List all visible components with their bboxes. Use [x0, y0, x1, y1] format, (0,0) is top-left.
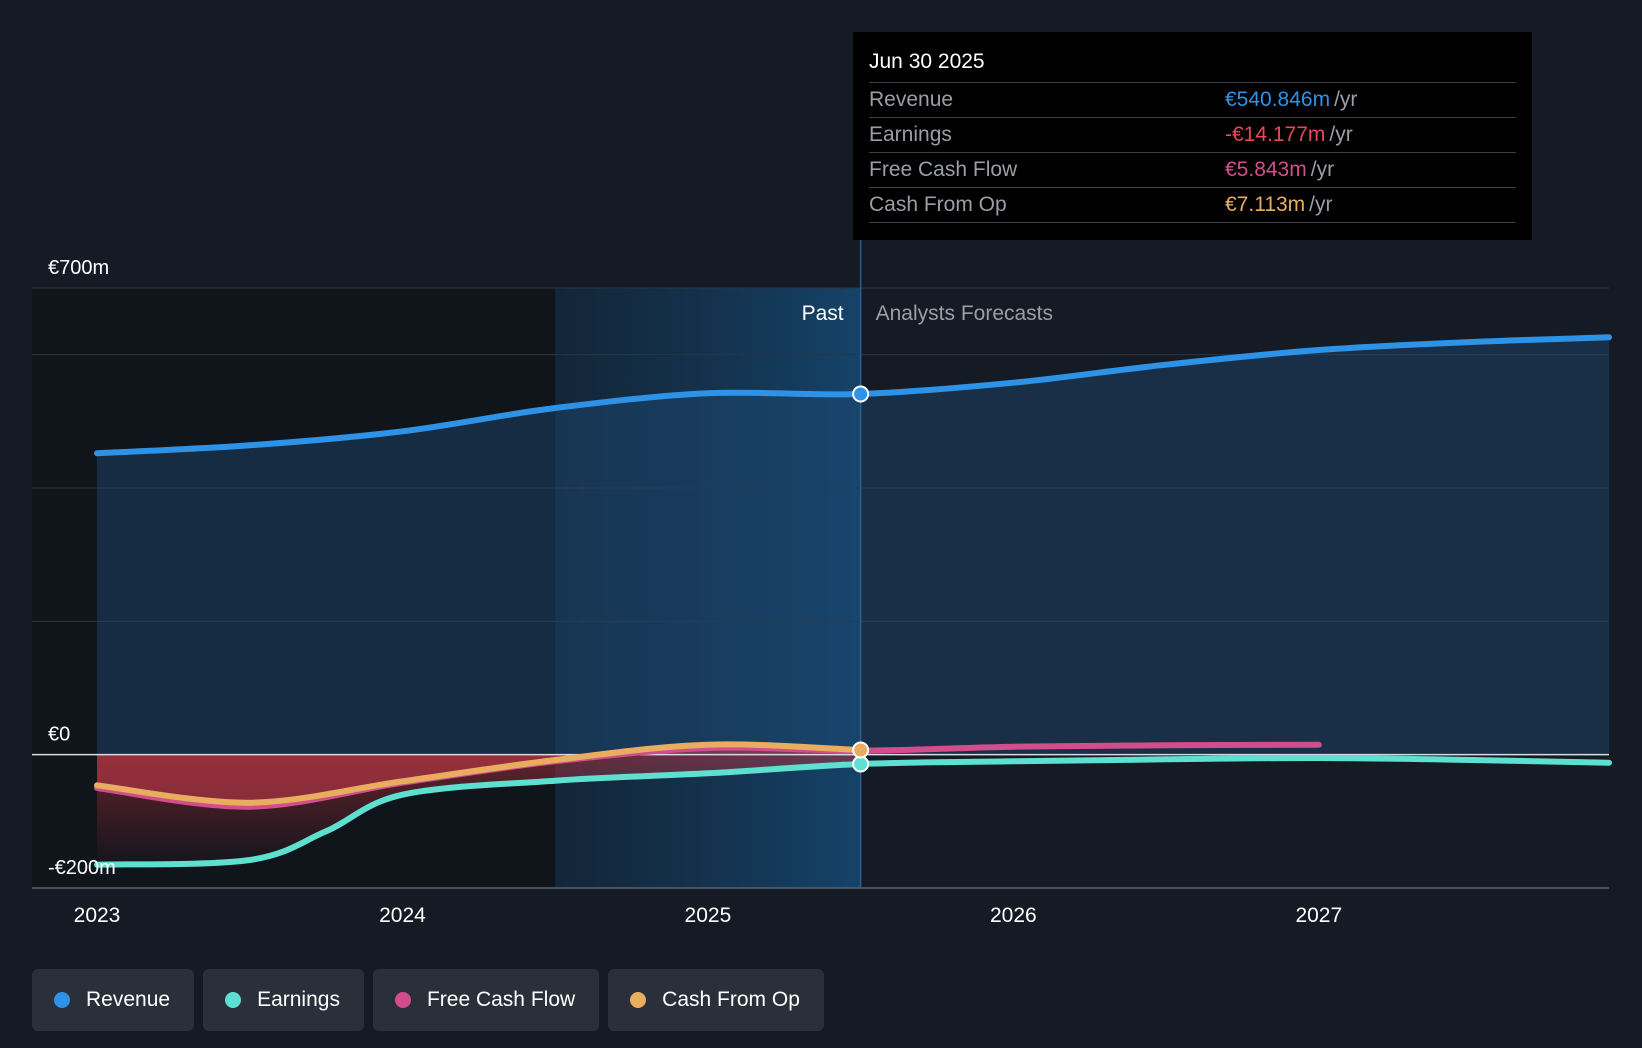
legend-item-free-cash-flow[interactable]: Free Cash Flow — [372, 969, 600, 1031]
forecast-label: Analysts Forecasts — [876, 302, 1053, 325]
series-line-cfo — [94, 741, 864, 806]
tooltip-value: €540.846m — [1225, 88, 1331, 111]
x-tick-label: 2026 — [990, 904, 1037, 927]
series-line-fcf — [94, 741, 1322, 810]
circle-dot-icon — [225, 992, 242, 1008]
x-tick-label: 2025 — [685, 904, 732, 927]
x-tick-label: 2023 — [74, 904, 121, 927]
past-label: Past — [802, 302, 844, 325]
data-point-cfo — [852, 741, 870, 759]
past-highlight-region — [555, 288, 861, 888]
tooltip-row-fcf: Free Cash Flow €5.843m/yr — [869, 153, 1516, 188]
x-tick-label: 2024 — [379, 904, 426, 927]
legend-item-revenue[interactable]: Revenue — [32, 969, 195, 1031]
cash-from-op-negative-area — [97, 744, 861, 803]
legend-item-cash-from-op[interactable]: Cash From Op — [608, 969, 824, 1031]
tooltip-unit: /yr — [1329, 123, 1353, 146]
tooltip-label: Earnings — [869, 123, 952, 146]
tooltip-row-earnings: Earnings -€14.177m/yr — [869, 118, 1516, 153]
data-point-revenue — [852, 385, 870, 403]
legend-label: Earnings — [257, 988, 340, 1011]
y-tick-label: -€200m — [48, 857, 116, 879]
tooltip-unit: /yr — [1309, 193, 1333, 216]
tooltip-unit: /yr — [1310, 158, 1335, 181]
tooltip-label: Free Cash Flow — [869, 158, 1018, 181]
y-tick-label: €700m — [48, 257, 109, 279]
circle-dot-icon — [394, 992, 411, 1008]
tooltip-value: -€14.177m — [1225, 123, 1326, 146]
legend-label: Revenue — [86, 988, 171, 1011]
tooltip-date: Jun 30 2025 — [869, 46, 1516, 83]
legend-item-earnings[interactable]: Earnings — [203, 969, 364, 1031]
series-line-earnings — [94, 754, 1612, 868]
tooltip-row-cfo: Cash From Op €7.113m/yr — [869, 188, 1516, 223]
revenue-area — [97, 337, 1609, 755]
tooltip-value: €5.843m — [1225, 158, 1307, 181]
circle-dot-icon — [54, 992, 70, 1008]
x-tick-label: 2027 — [1295, 904, 1342, 927]
tooltip-label: Revenue — [869, 88, 954, 111]
legend: Revenue Earnings Free Cash Flow Cash Fro… — [32, 969, 833, 1031]
data-point-earnings — [852, 755, 870, 773]
legend-label: Cash From Op — [662, 988, 800, 1011]
legend-label: Free Cash Flow — [426, 988, 576, 1011]
circle-dot-icon — [630, 992, 647, 1008]
tooltip: Jun 30 2025 Revenue €540.846m/yr Earning… — [853, 32, 1532, 240]
tooltip-value: €7.113m — [1225, 193, 1306, 216]
tooltip-label: Cash From Op — [869, 193, 1007, 216]
tooltip-unit: /yr — [1334, 88, 1358, 111]
y-tick-label: €0 — [48, 724, 70, 746]
tooltip-row-revenue: Revenue €540.846m/yr — [869, 83, 1516, 118]
